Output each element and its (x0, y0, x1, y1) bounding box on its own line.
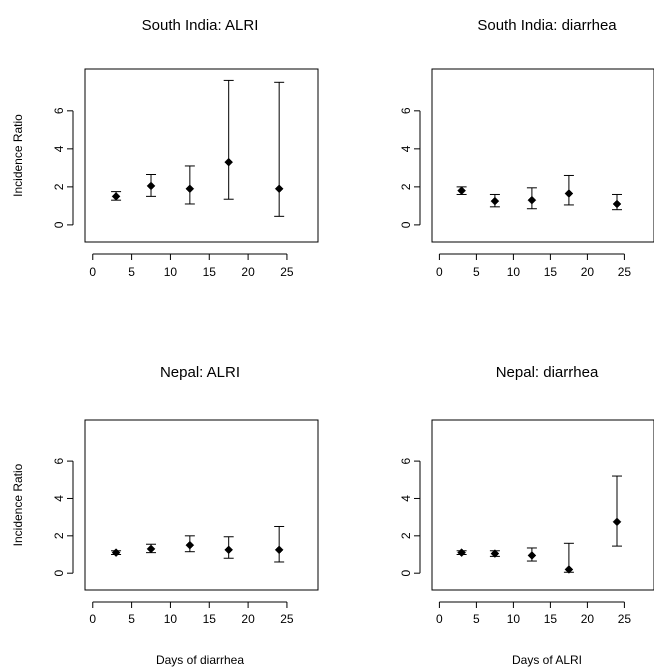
x-tick-label: 25 (280, 265, 294, 279)
data-point-4 (563, 174, 574, 206)
x-tick-label: 25 (618, 265, 632, 279)
data-point-1 (111, 191, 122, 201)
data-point-2 (146, 174, 157, 197)
y-tick-label: 2 (399, 532, 413, 539)
x-tick-label: 10 (507, 265, 521, 279)
x-tick-label: 5 (128, 612, 135, 626)
point-marker (224, 157, 234, 167)
plot-box (431, 68, 654, 243)
x-tick-label: 0 (89, 265, 96, 279)
y-tick-label: 2 (399, 183, 413, 190)
data-point-4 (223, 536, 234, 559)
data-point-5 (612, 193, 622, 211)
point-marker (490, 549, 500, 558)
data-point-1 (111, 548, 122, 557)
data-point-1 (456, 186, 467, 196)
plot-box (84, 419, 319, 591)
x-tick-label: 5 (128, 265, 135, 279)
point-marker (146, 181, 156, 191)
x-tick-label: 10 (507, 612, 521, 626)
y-tick-label: 4 (399, 495, 413, 502)
x-tick-label: 25 (618, 612, 632, 626)
x-tick-label: 20 (241, 265, 255, 279)
x-tick-label: 10 (164, 265, 178, 279)
data-point-3 (184, 535, 195, 553)
point-marker (457, 548, 466, 557)
point-marker (564, 565, 574, 574)
point-marker (146, 544, 156, 554)
point-marker (274, 184, 284, 194)
y-tick-label: 4 (399, 145, 413, 152)
x-tick-label: 20 (581, 612, 595, 626)
x-tick-label: 0 (436, 265, 443, 279)
data-point-3 (184, 165, 195, 205)
panel-title: Nepal: ALRI (160, 364, 240, 381)
x-tick-label: 15 (203, 612, 217, 626)
x-tick-label: 0 (436, 612, 443, 626)
data-point-5 (274, 525, 285, 563)
data-point-2 (146, 543, 157, 554)
y-tick-label: 0 (52, 221, 66, 228)
y-axis-label: Incidence Ratio (11, 463, 25, 546)
y-tick-label: 0 (399, 221, 413, 228)
point-marker (612, 517, 622, 527)
data-point-4 (223, 79, 234, 200)
y-tick-label: 4 (52, 145, 66, 152)
point-marker (111, 548, 121, 557)
x-tick-label: 5 (473, 265, 480, 279)
y-tick-label: 6 (399, 457, 413, 464)
y-tick-label: 2 (52, 532, 66, 539)
point-marker (457, 186, 466, 196)
panel-title: Nepal: diarrhea (496, 364, 599, 381)
point-marker (185, 540, 195, 550)
point-marker (564, 189, 574, 198)
plot-box (431, 419, 654, 591)
data-point-5 (612, 475, 622, 547)
data-point-3 (526, 547, 537, 562)
plot-box (84, 68, 319, 243)
y-tick-label: 0 (52, 570, 66, 577)
x-tick-label: 15 (544, 612, 558, 626)
data-point-2 (489, 549, 500, 558)
point-marker (224, 545, 234, 555)
data-point-2 (489, 193, 500, 208)
point-marker (185, 184, 195, 194)
point-marker (274, 545, 284, 555)
y-tick-label: 6 (399, 107, 413, 114)
x-tick-label: 20 (241, 612, 255, 626)
data-point-5 (274, 81, 285, 217)
chart-panel-4: Nepal: diarrhea 0 5 10 15 20 25 0 2 4 6 Days of ALR… (399, 364, 654, 667)
data-point-1 (456, 548, 467, 557)
x-tick-label: 15 (544, 265, 558, 279)
y-axis-label: Incidence Ratio (11, 114, 25, 197)
chart-panel-1: South India: ALRI 0 5 10 15 20 25 0 2 4 6 Incidence… (11, 17, 319, 279)
chart-panel-3: Nepal: ALRI 0 5 10 15 20 25 0 2 4 6 Incidence Ratio… (11, 364, 319, 667)
point-marker (490, 196, 500, 206)
y-tick-label: 0 (399, 570, 413, 577)
data-point-3 (526, 187, 537, 210)
x-axis-label: Days of ALRI (512, 653, 582, 667)
chart-panel-2: South India: diarrhea 0 5 10 15 20 25 0 2 4 6 (399, 17, 654, 279)
x-tick-label: 20 (581, 265, 595, 279)
y-tick-label: 6 (52, 457, 66, 464)
panel-title: South India: ALRI (142, 17, 259, 34)
y-tick-label: 4 (52, 495, 66, 502)
point-marker (612, 199, 622, 209)
x-axis-label: Days of diarrhea (156, 653, 244, 667)
point-marker (527, 195, 537, 205)
x-tick-label: 25 (280, 612, 294, 626)
y-tick-label: 2 (52, 183, 66, 190)
x-tick-label: 15 (203, 265, 217, 279)
point-marker (527, 551, 537, 560)
panel-title: South India: diarrhea (477, 17, 617, 34)
point-marker (111, 192, 121, 201)
x-tick-label: 0 (89, 612, 96, 626)
x-tick-label: 5 (473, 612, 480, 626)
data-point-4 (563, 542, 574, 574)
x-tick-label: 10 (164, 612, 178, 626)
y-tick-label: 6 (52, 107, 66, 114)
